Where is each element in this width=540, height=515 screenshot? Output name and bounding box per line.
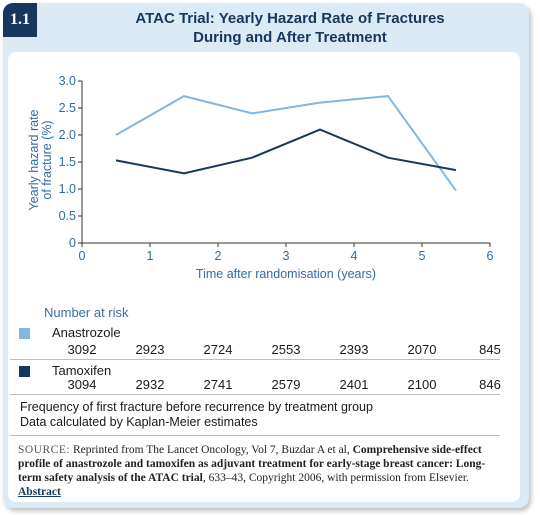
x-tick-label: 4 (351, 249, 358, 263)
tamoxifen-risk-row: 3094 2932 2741 2579 2401 2100 846 (0, 377, 540, 393)
risk-value: 3092 (67, 342, 97, 357)
x-tick-label: 1 (147, 249, 154, 263)
risk-value: 846 (479, 377, 501, 392)
risk-value: 2724 (203, 342, 233, 357)
footnote-frequency: Frequency of first fracture before recur… (20, 400, 373, 414)
table-divider (10, 394, 500, 395)
y-tick-label: 1.0 (59, 182, 76, 196)
x-tick-label: 0 (79, 249, 86, 263)
title-line-1: ATAC Trial: Yearly Hazard Rate of Fractu… (135, 10, 445, 27)
risk-value: 2070 (407, 342, 437, 357)
title-line-2: During and After Treatment (193, 29, 387, 46)
source-text-2: , 633–43, Copyright 2006, with permissio… (202, 472, 469, 484)
figure-title: ATAC Trial: Yearly Hazard Rate of Fractu… (60, 9, 520, 47)
y-tick-label: 1.5 (59, 155, 76, 169)
risk-value: 845 (479, 342, 501, 357)
source-text-1: Reprinted from The Lancet Oncology, Vol … (70, 444, 353, 456)
abstract-link[interactable]: Abstract (18, 486, 61, 498)
risk-value: 2401 (339, 377, 369, 392)
y-axis-label-line-1: Yearly hazard rate (27, 109, 41, 210)
x-axis-label: Time after randomisation (years) (196, 267, 376, 281)
figure-panel (8, 52, 520, 502)
risk-value: 2923 (135, 342, 165, 357)
anastrozole-risk-row: 3092 2923 2724 2553 2393 2070 845 (0, 342, 540, 358)
tamoxifen-group-label: Tamoxifen (52, 363, 112, 378)
series-line-anastrozole (115, 95, 457, 192)
risk-value: 2579 (271, 377, 301, 392)
y-tick-label: 3.0 (59, 74, 76, 88)
series-line-tamoxifen (115, 128, 457, 175)
risk-value: 2741 (203, 377, 233, 392)
y-tick-label: 2.0 (59, 128, 76, 142)
table-divider (10, 359, 500, 360)
risk-value: 2100 (407, 377, 437, 392)
risk-value: 2932 (135, 377, 165, 392)
line-chart: 0 0.5 1.0 1.5 2.0 2.5 3.0 0 1 2 3 4 5 6 Yearly hazard… (27, 74, 494, 281)
risk-value: 3094 (67, 377, 97, 392)
anastrozole-group-label: Anastrozole (52, 325, 121, 340)
x-tick-label: 3 (283, 249, 290, 263)
source-citation: SOURCE: Reprinted from The Lancet Oncolo… (18, 443, 508, 499)
source-article-title: Comprehensive side-effect profile of ana… (18, 444, 486, 484)
y-tick-label: 2.5 (59, 101, 76, 115)
source-divider (10, 435, 500, 436)
footnote-kaplan-meier: Data calculated by Kaplan-Meier estimate… (20, 415, 258, 429)
y-axis-label-line-2: of fracture (%) (40, 120, 54, 199)
figure-number-badge: 1.1 (3, 3, 37, 37)
y-tick-label: 0.5 (59, 209, 76, 223)
risk-value: 2553 (271, 342, 301, 357)
x-tick-label: 2 (215, 249, 222, 263)
source-label: SOURCE: (18, 444, 71, 456)
x-tick-label: 6 (487, 249, 494, 263)
x-tick-label: 5 (419, 249, 426, 263)
y-tick-label: 0 (69, 236, 76, 250)
tamoxifen-legend-swatch (19, 366, 30, 377)
risk-value: 2393 (339, 342, 369, 357)
risk-table-header: Number at risk (44, 305, 129, 320)
anastrozole-legend-swatch (19, 328, 30, 339)
